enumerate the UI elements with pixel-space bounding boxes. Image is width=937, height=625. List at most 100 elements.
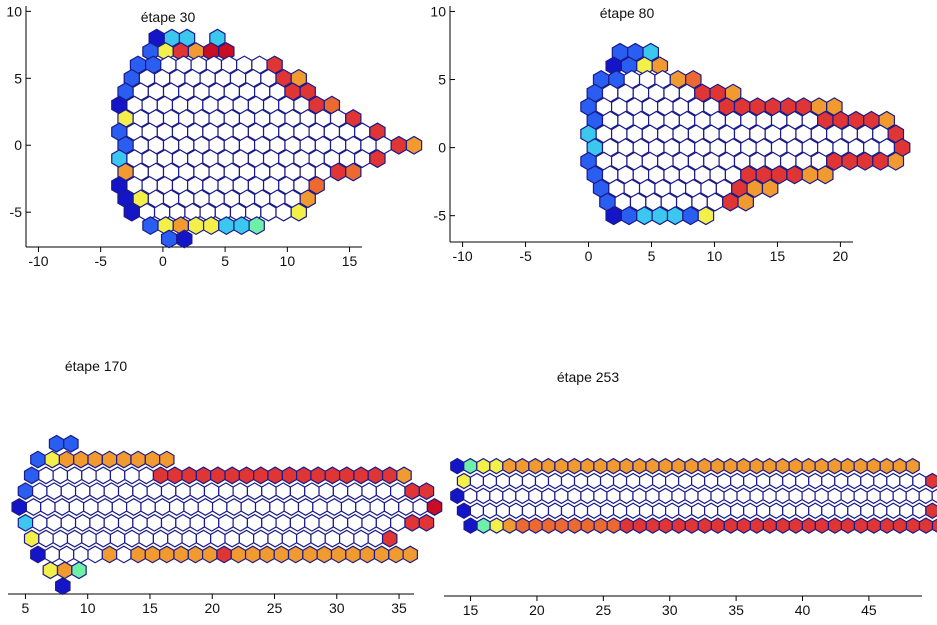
hex-cell: [345, 545, 361, 564]
hex-cell: [66, 466, 83, 485]
hex-cell: [521, 502, 537, 519]
hex-cell: [710, 517, 725, 534]
hex-cell: [508, 502, 524, 519]
x-tick-label: 5: [221, 253, 229, 269]
hex-cell: [905, 517, 921, 534]
hex-cell: [704, 472, 719, 490]
hex-cell: [418, 482, 435, 501]
hex-cell: [132, 482, 148, 501]
hex-cell: [218, 216, 235, 236]
hex-cell: [404, 513, 420, 532]
hex-cell: [717, 502, 732, 519]
hex-cell: [381, 529, 398, 548]
hex-cell: [95, 466, 112, 485]
hex-cell: [856, 151, 874, 171]
hex-cell: [361, 482, 377, 501]
hex-cell: [625, 472, 641, 490]
hex-cell: [60, 482, 77, 501]
hex-cell: [273, 545, 290, 564]
hex-cell: [238, 529, 255, 548]
hex-cell: [730, 502, 745, 519]
hex-cell: [658, 517, 673, 534]
hex-cell: [281, 466, 298, 485]
hex-cell: [287, 545, 304, 564]
hex-cell: [259, 545, 275, 564]
hex-cell: [463, 517, 478, 534]
hex-cell: [489, 517, 504, 534]
hex-cell: [704, 502, 719, 519]
x-tick-label: 15: [770, 248, 786, 264]
hex-cell: [722, 192, 739, 212]
hex-cell: [159, 545, 175, 564]
hex-cell: [619, 517, 634, 534]
hex-cell: [304, 482, 320, 501]
hex-cell: [89, 482, 105, 501]
hex-cell: [684, 487, 699, 505]
hex-cell: [390, 482, 406, 501]
hex-cell: [187, 216, 205, 236]
hex-cell: [31, 482, 48, 501]
hex-cell: [931, 518, 937, 533]
hex-cell: [111, 498, 128, 516]
hex-cell: [671, 487, 686, 505]
hex-cell: [678, 502, 693, 519]
hex-cell: [56, 561, 73, 580]
hex-cell: [167, 466, 183, 485]
hex-cell: [723, 457, 738, 475]
hex-cell: [905, 457, 920, 475]
hex-cell: [841, 151, 859, 171]
hex-cell: [101, 545, 118, 564]
hex-cell: [612, 502, 628, 519]
y-tick-label: -5: [434, 208, 447, 224]
hex-cell: [912, 472, 927, 490]
hex-cell: [89, 513, 105, 532]
hex-cell: [124, 529, 140, 548]
hex-cell: [175, 513, 191, 532]
hex-cell: [925, 472, 937, 490]
hex-cell: [267, 466, 283, 485]
hex-cell: [316, 545, 333, 564]
x-tick-label: 40: [795, 602, 811, 618]
hex-cell: [808, 502, 823, 519]
hex-cell: [138, 529, 154, 548]
hex-cell: [275, 482, 291, 501]
hex-cell: [749, 487, 764, 505]
hex-cell: [176, 229, 193, 249]
hex-cell: [651, 502, 667, 519]
hex-cell: [886, 472, 901, 490]
hex-cell: [109, 466, 126, 485]
x-tick-label: 15: [342, 253, 358, 269]
hex-cell: [710, 457, 725, 475]
hex-cell: [109, 529, 126, 548]
hex-cell: [359, 545, 376, 564]
hex-cell: [103, 513, 120, 532]
hex-cell: [463, 457, 478, 475]
hex-cell: [30, 545, 46, 564]
hex-cell: [678, 472, 693, 490]
hex-cell: [899, 502, 914, 519]
hex-cell: [189, 482, 206, 501]
hex-cell: [117, 482, 134, 501]
hex-cell: [297, 498, 314, 516]
hex-cell: [369, 498, 386, 516]
hex-cell: [203, 482, 220, 501]
hex-cell: [353, 466, 369, 485]
x-tick-label: 20: [833, 248, 849, 264]
hex-cell: [383, 498, 400, 516]
hex-cell: [541, 457, 556, 475]
hex-cell: [332, 513, 349, 532]
x-tick-label: 5: [22, 600, 30, 616]
hex-cell: [168, 498, 185, 516]
hex-cell: [860, 502, 875, 519]
hex-cell: [73, 545, 89, 564]
hex-cell: [671, 517, 686, 534]
hex-cell: [541, 487, 556, 505]
hex-cell: [756, 472, 771, 490]
hex-cell: [42, 561, 59, 580]
hex-cell: [482, 472, 498, 490]
hex-cell: [762, 517, 777, 534]
x-tick-label: 30: [662, 602, 678, 618]
hex-cell: [38, 529, 54, 548]
hex-cell: [762, 457, 777, 475]
hex-cell: [224, 466, 240, 485]
